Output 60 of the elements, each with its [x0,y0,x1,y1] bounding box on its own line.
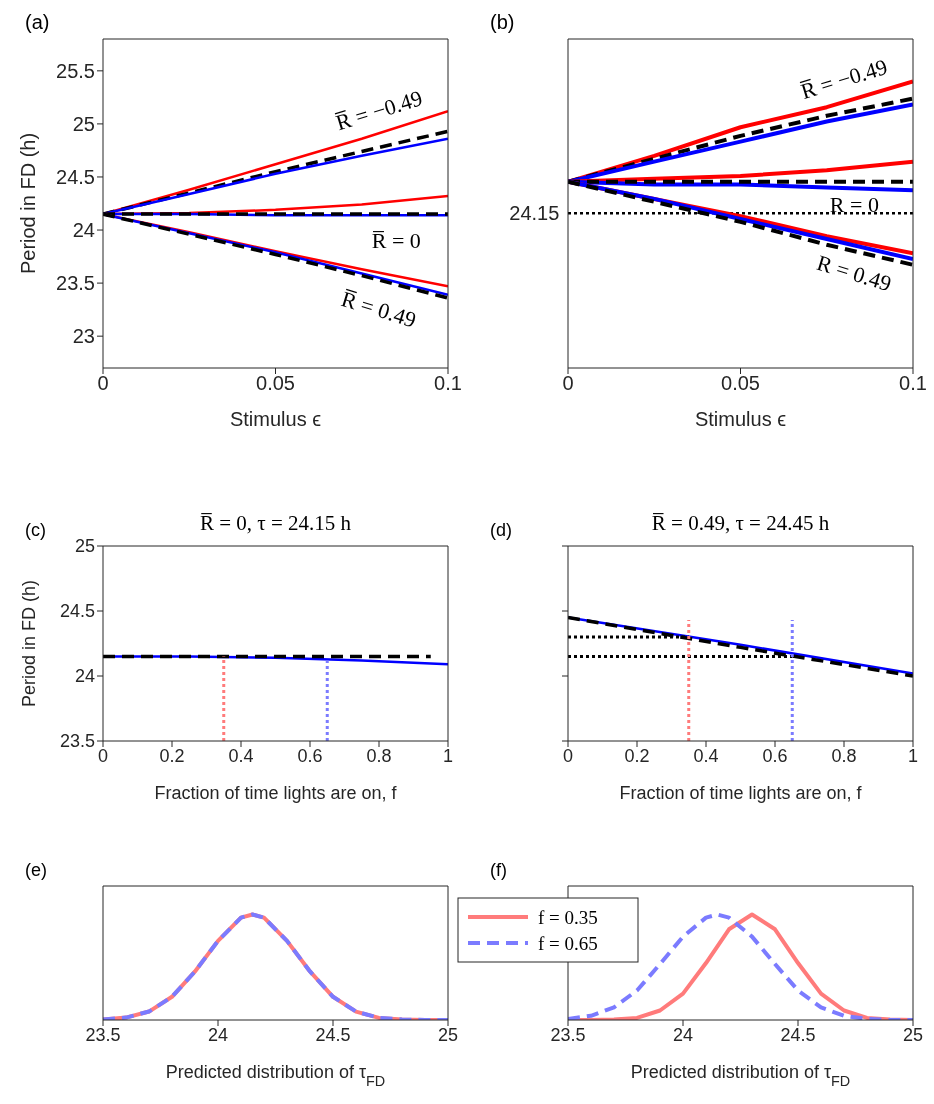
x-tick-label: 0.4 [228,745,254,766]
y-tick-label: 23.5 [56,272,95,295]
x-tick-label: 24 [207,1024,229,1045]
x-tick-label: 24 [672,1024,694,1045]
y-tick-label: 25 [72,113,95,135]
x-tick-label: 25 [902,1024,924,1045]
y-tick-label: 24 [72,219,95,242]
text: (f) [490,860,507,880]
y-tick-label: 25.5 [56,59,95,82]
x-tick-label: 0.6 [762,745,788,766]
y-tick-label: 24 [74,666,95,687]
y-tick-label: 24.5 [59,601,95,622]
x-tick-label: 0.05 [256,372,295,395]
y-tick-label: 23.5 [59,731,95,752]
y-tick-label: 25 [74,536,95,557]
x-tick-label: 0.2 [159,745,185,766]
x-tick-label: 0.1 [434,372,462,395]
legend-label: f = 0.35 [538,906,598,928]
legend-label: f = 0.65 [538,932,598,954]
x-tick-label: 0 [97,745,109,766]
text: (c) [25,520,46,540]
x-tick-label: 0 [97,372,109,395]
x-axis-title: Stimulus ϵ [694,408,787,430]
x-tick-label: 1 [442,745,454,766]
y-axis-title: Period in FD (h) [17,132,39,275]
x-tick-label: 0 [562,745,574,766]
x-tick-label: 1 [907,745,919,766]
text: 24.15 [509,202,560,225]
text: (e) [25,860,47,880]
x-tick-label: 0.1 [899,372,927,395]
x-tick-label: 23.5 [550,1024,586,1045]
text: (b) [490,11,515,33]
x-tick-label: 0.8 [831,745,857,766]
y-tick-label: 23 [72,325,95,348]
x-tick-label: 0.05 [721,372,760,395]
x-tick-label: 25 [437,1024,459,1045]
x-axis-title: Fraction of time lights are on, f [619,783,863,803]
annotation: R̅ = −0.49 [332,84,426,135]
x-tick-label: 0 [562,372,574,395]
x-tick-label: 24.5 [780,1024,816,1045]
x-axis-title: Fraction of time lights are on, f [154,783,398,803]
x-tick-label: 0.2 [624,745,650,766]
annotation: R̅ = −0.49 [797,53,891,104]
y-axis-title: Period in FD (h) [19,579,39,708]
x-axis-title: Predicted distribution of τ$_{FD}$ [630,1062,851,1089]
annotation: R = 0 [829,191,879,216]
x-tick-label: 24.5 [315,1024,351,1045]
y-tick-label: 24.5 [56,166,95,189]
annotation: R = 0.49 [814,249,895,296]
x-tick-label: 0.8 [366,745,392,766]
x-tick-label: 0.6 [297,745,323,766]
text: (d) [490,520,512,540]
chart-title: R̅ = 0, τ = 24.15 h [199,511,352,535]
annotation: R̅ = 0.49 [338,285,420,332]
x-axis-title: Predicted distribution of τ$_{FD}$ [165,1062,386,1089]
text: (a) [25,11,50,33]
x-tick-label: 0.4 [693,745,719,766]
annotation: R̅ = 0 [371,227,421,253]
x-axis-title: Stimulus ϵ [229,408,322,430]
chart-title: R̅ = 0.49, τ = 24.45 h [651,511,830,535]
